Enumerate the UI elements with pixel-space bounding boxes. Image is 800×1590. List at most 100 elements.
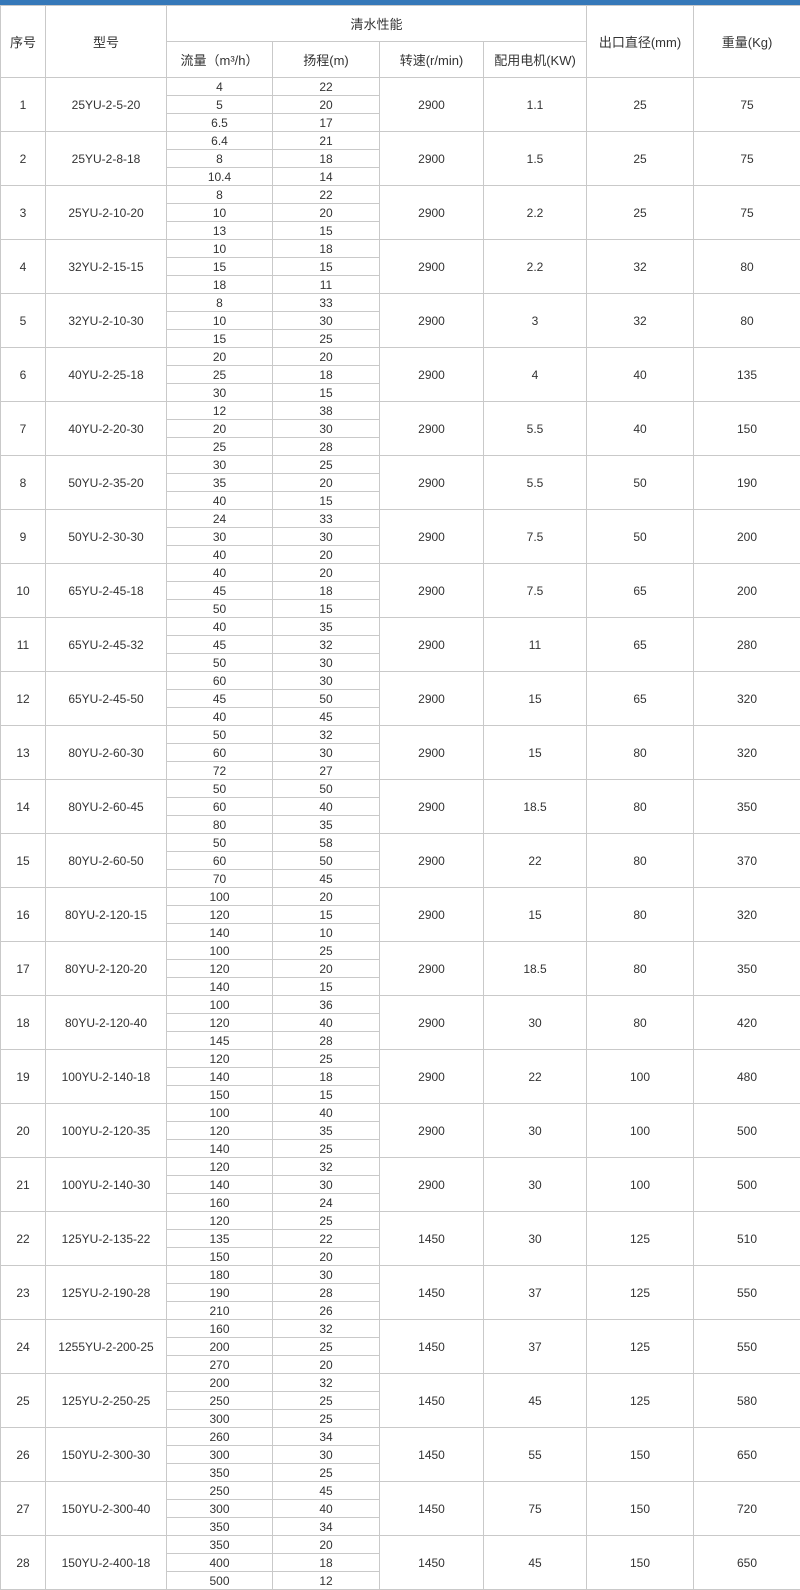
weight-cell: 75 xyxy=(694,78,800,132)
head-cell: 30 xyxy=(273,1446,380,1464)
outlet-diameter-cell: 80 xyxy=(587,942,694,996)
flow-cell: 190 xyxy=(167,1284,273,1302)
outlet-diameter-cell: 150 xyxy=(587,1482,694,1536)
speed-cell: 2900 xyxy=(380,726,484,780)
outlet-diameter-cell: 100 xyxy=(587,1050,694,1104)
head-cell: 18 xyxy=(273,1554,380,1572)
model-cell: 32YU-2-10-30 xyxy=(46,294,167,348)
flow-cell: 100 xyxy=(167,996,273,1014)
head-cell: 18 xyxy=(273,582,380,600)
serial-cell: 22 xyxy=(1,1212,46,1266)
outlet-diameter-cell: 125 xyxy=(587,1266,694,1320)
motor-power-cell: 15 xyxy=(484,726,587,780)
weight-cell: 720 xyxy=(694,1482,800,1536)
head-cell: 32 xyxy=(273,726,380,744)
outlet-diameter-cell: 65 xyxy=(587,618,694,672)
flow-cell: 140 xyxy=(167,924,273,942)
col-header-flow: 流量（m³/h） xyxy=(167,42,273,78)
flow-cell: 80 xyxy=(167,816,273,834)
serial-cell: 27 xyxy=(1,1482,46,1536)
head-cell: 30 xyxy=(273,420,380,438)
head-cell: 35 xyxy=(273,816,380,834)
head-cell: 18 xyxy=(273,366,380,384)
model-cell: 25YU-2-10-20 xyxy=(46,186,167,240)
flow-cell: 6.5 xyxy=(167,114,273,132)
flow-cell: 350 xyxy=(167,1464,273,1482)
outlet-diameter-cell: 150 xyxy=(587,1536,694,1590)
flow-cell: 120 xyxy=(167,1050,273,1068)
head-cell: 40 xyxy=(273,1104,380,1122)
outlet-diameter-cell: 32 xyxy=(587,240,694,294)
motor-power-cell: 22 xyxy=(484,834,587,888)
flow-cell: 40 xyxy=(167,708,273,726)
pump-spec-table: 序号 型号 清水性能 出口直径(mm) 重量(Kg) 流量（m³/h） 扬程(m… xyxy=(0,5,800,1590)
motor-power-cell: 5.5 xyxy=(484,402,587,456)
head-cell: 15 xyxy=(273,978,380,996)
serial-cell: 7 xyxy=(1,402,46,456)
motor-power-cell: 30 xyxy=(484,996,587,1050)
weight-cell: 75 xyxy=(694,132,800,186)
flow-cell: 8 xyxy=(167,294,273,312)
head-cell: 33 xyxy=(273,510,380,528)
weight-cell: 150 xyxy=(694,402,800,456)
weight-cell: 370 xyxy=(694,834,800,888)
head-cell: 32 xyxy=(273,636,380,654)
head-cell: 24 xyxy=(273,1194,380,1212)
head-cell: 50 xyxy=(273,780,380,798)
flow-cell: 150 xyxy=(167,1086,273,1104)
flow-cell: 200 xyxy=(167,1338,273,1356)
head-cell: 30 xyxy=(273,1176,380,1194)
serial-cell: 15 xyxy=(1,834,46,888)
head-cell: 25 xyxy=(273,1140,380,1158)
model-cell: 50YU-2-30-30 xyxy=(46,510,167,564)
head-cell: 34 xyxy=(273,1428,380,1446)
weight-cell: 200 xyxy=(694,564,800,618)
weight-cell: 650 xyxy=(694,1428,800,1482)
flow-cell: 13 xyxy=(167,222,273,240)
head-cell: 30 xyxy=(273,654,380,672)
speed-cell: 2900 xyxy=(380,1104,484,1158)
head-cell: 25 xyxy=(273,1338,380,1356)
flow-cell: 20 xyxy=(167,420,273,438)
motor-power-cell: 15 xyxy=(484,672,587,726)
flow-cell: 40 xyxy=(167,546,273,564)
header-row-1: 序号 型号 清水性能 出口直径(mm) 重量(Kg) xyxy=(1,6,800,42)
flow-cell: 300 xyxy=(167,1446,273,1464)
weight-cell: 650 xyxy=(694,1536,800,1590)
flow-cell: 140 xyxy=(167,978,273,996)
speed-cell: 2900 xyxy=(380,888,484,942)
speed-cell: 2900 xyxy=(380,78,484,132)
flow-cell: 120 xyxy=(167,1212,273,1230)
flow-cell: 100 xyxy=(167,1104,273,1122)
speed-cell: 2900 xyxy=(380,402,484,456)
outlet-diameter-cell: 100 xyxy=(587,1158,694,1212)
speed-cell: 2900 xyxy=(380,1158,484,1212)
head-cell: 20 xyxy=(273,888,380,906)
weight-cell: 80 xyxy=(694,294,800,348)
model-cell: 65YU-2-45-32 xyxy=(46,618,167,672)
flow-cell: 45 xyxy=(167,690,273,708)
speed-cell: 2900 xyxy=(380,132,484,186)
model-cell: 25YU-2-5-20 xyxy=(46,78,167,132)
flow-cell: 72 xyxy=(167,762,273,780)
table-header: 序号 型号 清水性能 出口直径(mm) 重量(Kg) 流量（m³/h） 扬程(m… xyxy=(1,6,800,78)
model-cell: 40YU-2-20-30 xyxy=(46,402,167,456)
head-cell: 40 xyxy=(273,798,380,816)
outlet-diameter-cell: 125 xyxy=(587,1212,694,1266)
head-cell: 20 xyxy=(273,1536,380,1554)
flow-cell: 135 xyxy=(167,1230,273,1248)
serial-cell: 19 xyxy=(1,1050,46,1104)
head-cell: 20 xyxy=(273,474,380,492)
head-cell: 27 xyxy=(273,762,380,780)
weight-cell: 135 xyxy=(694,348,800,402)
motor-power-cell: 7.5 xyxy=(484,510,587,564)
head-cell: 15 xyxy=(273,492,380,510)
flow-cell: 5 xyxy=(167,96,273,114)
weight-cell: 320 xyxy=(694,726,800,780)
serial-cell: 26 xyxy=(1,1428,46,1482)
